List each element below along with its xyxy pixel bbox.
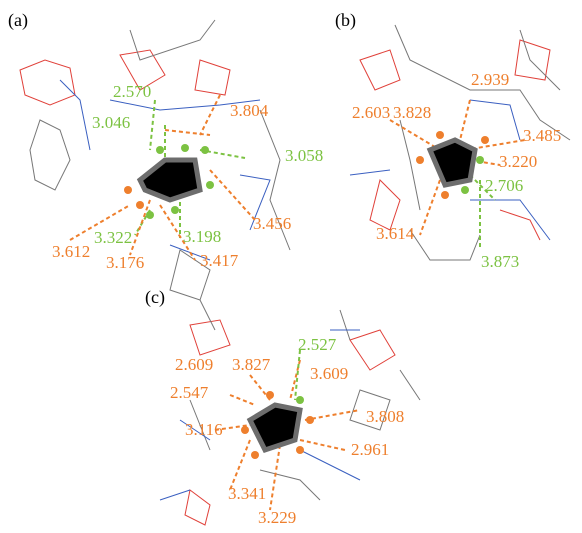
panel-label: (b) — [335, 10, 356, 31]
distance: 3.456 — [253, 214, 291, 233]
distance: 3.827 — [232, 355, 271, 374]
distance: 3.229 — [258, 508, 296, 527]
distance: 3.828 — [393, 103, 431, 122]
distance: 2.961 — [351, 440, 389, 459]
distance: 3.116 — [185, 420, 223, 439]
distance: 3.220 — [499, 152, 537, 171]
panel-label: (c) — [145, 287, 165, 308]
distance: 3.417 — [200, 251, 239, 270]
molecules — [124, 131, 489, 459]
distance: 2.527 — [298, 335, 337, 354]
distance: 2.706 — [485, 176, 523, 195]
distance: 3.322 — [94, 228, 132, 247]
distance: 3.614 — [376, 224, 415, 243]
distance: 3.485 — [523, 126, 561, 145]
figure: (a) 2.570 3.046 3.804 3.058 3.612 3.456 … — [0, 0, 582, 533]
labels: (a) 2.570 3.046 3.804 3.058 3.612 3.456 … — [8, 10, 561, 527]
panel-label: (a) — [8, 10, 28, 31]
distance: 3.058 — [285, 146, 323, 165]
wireframes — [20, 20, 570, 525]
distance: 2.603 — [352, 103, 390, 122]
distance: 2.609 — [175, 355, 213, 374]
distance: 3.046 — [92, 113, 130, 132]
distance: 3.808 — [366, 407, 404, 426]
distance: 3.804 — [230, 101, 269, 120]
distance: 2.939 — [471, 70, 509, 89]
distance: 3.612 — [52, 242, 90, 261]
distance: 3.873 — [481, 252, 519, 271]
distance: 3.609 — [310, 364, 348, 383]
page: (a) 2.570 3.046 3.804 3.058 3.612 3.456 … — [0, 0, 582, 533]
distance: 2.547 — [170, 383, 209, 402]
distance: 3.198 — [183, 227, 221, 246]
distance: 3.341 — [228, 484, 266, 503]
distance: 2.570 — [113, 82, 151, 101]
distance: 3.176 — [106, 253, 144, 272]
